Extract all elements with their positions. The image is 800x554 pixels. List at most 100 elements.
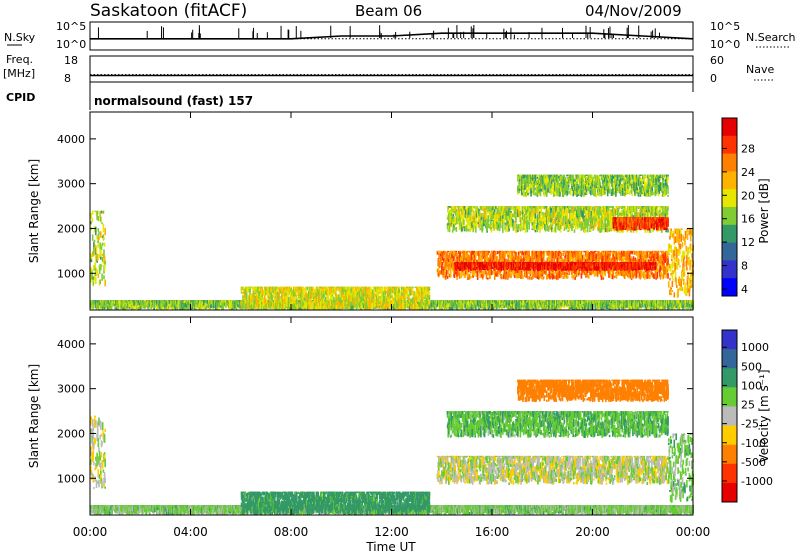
data-cell [104,260,106,265]
data-cell [502,300,505,307]
data-cell [102,254,105,264]
data-cell [178,300,181,308]
data-cell [100,248,102,257]
data-cell [547,305,550,309]
data-cell [512,300,514,303]
data-cell [103,275,105,280]
data-cell [635,301,638,306]
data-cell [286,300,288,307]
data-cell [501,305,503,310]
data-cell [448,307,451,310]
data-cell [446,302,449,309]
data-cell [579,300,582,304]
data-cell [90,213,93,219]
data-cell [290,286,292,288]
data-cell [294,307,297,310]
data-cell [91,251,94,257]
nsearch-tick-top: 10^5 [710,20,740,33]
data-cell [174,304,176,309]
data-cell [631,300,633,304]
data-cell [93,273,96,281]
data-cell [94,262,96,270]
data-cell [98,236,100,240]
data-cell [298,307,301,310]
nsky-series [90,25,694,40]
data-cell [362,302,365,308]
data-cell [469,307,471,310]
data-cell [421,305,424,309]
data-cell [549,306,551,309]
data-cell [229,304,231,310]
freq-series [90,74,693,77]
data-cell [255,307,257,310]
data-cell [103,242,106,247]
data-cell [99,242,101,249]
data-cell [98,267,101,274]
data-cell [95,245,98,253]
nsearch-tick-bottom: 10^0 [710,38,740,51]
data-cell [134,306,136,310]
data-cell [188,304,190,308]
data-cell [484,307,487,310]
data-cell [249,288,252,293]
data-cell [90,221,92,225]
nsky-label: N.Sky [4,31,36,44]
freq-unit: [MHz] [3,67,35,80]
data-cell [96,211,98,220]
data-cell [589,300,591,310]
data-cell [485,302,488,309]
data-cell [100,216,102,222]
data-cell [97,238,100,244]
data-cell [102,210,105,214]
cpid-value: normalsound (fast) 157 [94,94,253,108]
data-cell [93,301,95,308]
data-cell [103,264,106,271]
data-cell [96,234,98,240]
data-cell [97,228,100,232]
data-cell [101,273,103,281]
power-data [90,174,694,310]
data-cell [95,254,97,262]
data-cell [355,307,358,310]
data-cell [101,242,104,246]
data-cell [193,300,196,306]
data-cell [161,304,164,310]
data-cell [91,218,93,223]
data-cell [91,234,94,241]
data-cell [132,307,134,310]
data-cell [532,308,535,310]
data-cell [487,306,490,310]
data-cell [559,306,562,310]
data-cell [482,300,485,302]
data-cell [100,266,102,271]
data-cell [93,279,95,282]
data-cell [580,303,583,309]
data-cell [472,307,475,310]
data-cell [449,300,451,302]
data-cell [102,234,105,238]
data-cell [101,222,103,225]
data-cell [139,307,142,310]
data-cell [103,249,105,259]
data-cell [577,305,579,310]
data-cell [190,307,193,310]
data-cell [165,307,167,310]
data-cell [498,304,500,309]
data-cell [481,301,483,310]
data-cell [153,307,155,310]
data-cell [99,211,101,218]
data-cell [229,300,231,306]
data-cell [528,306,530,309]
data-cell [541,302,543,309]
data-cell [239,306,242,309]
data-cell [578,300,580,305]
data-cell [669,306,671,310]
data-cell [471,302,473,307]
data-cell [475,304,478,310]
data-cell [96,269,98,275]
date-title: 04/Nov/2009 [585,2,682,20]
data-cell [539,304,542,308]
data-cell [507,300,510,304]
data-cell [434,300,436,305]
data-cell [515,305,517,309]
